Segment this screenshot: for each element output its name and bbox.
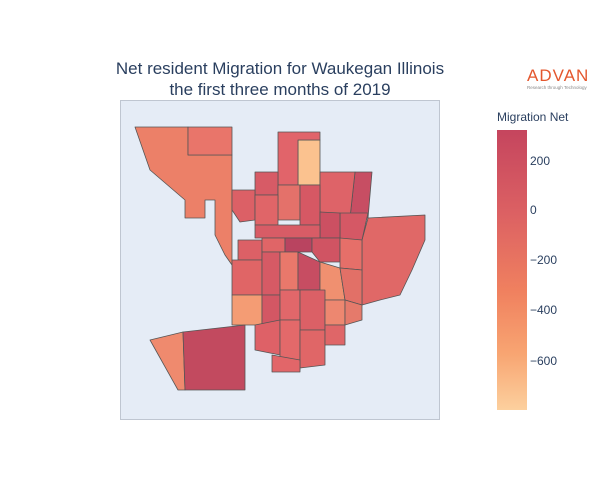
region-tract	[231, 189, 256, 223]
region-tract	[299, 329, 326, 369]
region-tract	[149, 331, 186, 391]
region-tract	[299, 289, 326, 331]
region-tract	[187, 126, 233, 156]
region-tract	[319, 171, 356, 219]
region-tract	[254, 171, 279, 196]
colorbar-tick: 200	[530, 154, 551, 168]
region-tract	[254, 319, 281, 356]
colorbar-tick: −400	[530, 303, 558, 317]
map-title: Net resident Migration for Waukegan Illi…	[60, 58, 500, 100]
region-tract	[231, 294, 263, 326]
colorbar-tick: −600	[530, 354, 558, 368]
region-tract	[182, 324, 246, 391]
region-tract	[324, 299, 346, 326]
region-tract	[284, 237, 313, 253]
colorbar-title: Migration Net	[497, 110, 569, 124]
logo-tagline: Research through Technology	[527, 85, 587, 90]
region-tract	[277, 184, 301, 221]
colorbar-tick: −200	[530, 253, 558, 267]
colorbar-gradient	[497, 130, 527, 410]
colorbar-tick: 0	[530, 203, 537, 217]
map-title-line1: Net resident Migration for Waukegan Illi…	[115, 59, 445, 78]
region-tract	[319, 211, 341, 239]
region-tract	[271, 354, 301, 373]
region-tract	[299, 184, 321, 226]
region-tract	[297, 139, 321, 186]
region-tract	[279, 289, 301, 321]
logo-word: ADVAN	[527, 66, 590, 85]
region-tract	[237, 239, 263, 261]
region-tract	[324, 324, 346, 346]
region-tract	[231, 259, 263, 296]
region-tract	[344, 299, 363, 326]
region-tract	[311, 237, 341, 263]
region-tract	[361, 214, 426, 306]
region-tract	[261, 251, 281, 296]
region-tract	[279, 251, 299, 291]
region-tract	[261, 237, 286, 253]
region-tract	[254, 224, 321, 239]
region-tract	[339, 237, 363, 271]
advan-logo: ADVAN Research through Technology	[527, 66, 597, 90]
region-tract	[254, 194, 279, 226]
map-title-line2: the first three months of 2019	[169, 80, 391, 99]
